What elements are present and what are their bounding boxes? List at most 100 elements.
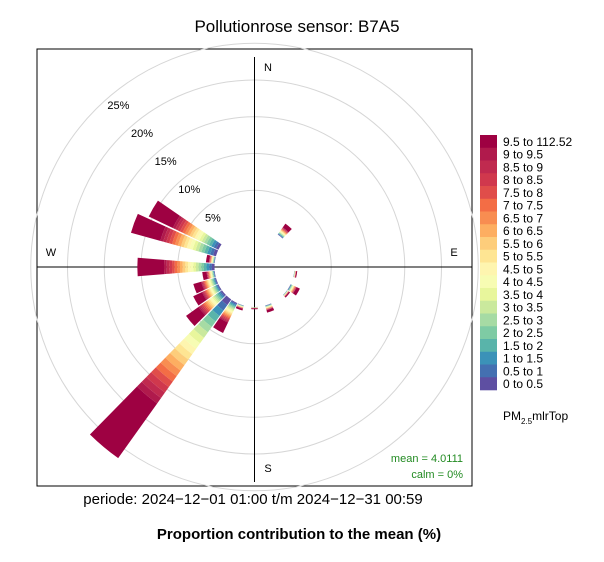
legend-label: 4 to 4.5 bbox=[503, 275, 543, 289]
rose-segment bbox=[226, 307, 234, 313]
rose-segment bbox=[214, 294, 221, 302]
rose-segment bbox=[289, 285, 294, 292]
rose-segment bbox=[151, 367, 173, 388]
rose-segment bbox=[219, 316, 229, 323]
rose-segment bbox=[217, 284, 222, 291]
rose-segment bbox=[293, 270, 296, 278]
rose-segment bbox=[266, 307, 275, 313]
rose-segment bbox=[283, 290, 289, 296]
legend-swatch bbox=[480, 186, 497, 200]
rose-segment bbox=[266, 306, 273, 310]
rose-segment bbox=[209, 279, 213, 287]
rose-segment bbox=[212, 286, 217, 294]
rose-segment bbox=[283, 290, 288, 296]
rose-segment bbox=[201, 244, 208, 254]
rose-segment bbox=[177, 234, 185, 247]
rose-segment bbox=[236, 306, 243, 309]
rose-segment bbox=[211, 271, 214, 278]
rose-segment bbox=[211, 263, 215, 271]
legend-swatch bbox=[480, 326, 497, 340]
rose-segment bbox=[213, 317, 228, 333]
rose-segment bbox=[208, 299, 216, 307]
rose-segment bbox=[212, 296, 219, 304]
rose-segment bbox=[216, 292, 223, 300]
rose-segment bbox=[215, 293, 222, 301]
legend-swatch bbox=[480, 377, 497, 391]
legend-label: 6 to 6.5 bbox=[503, 224, 543, 238]
rose-segment bbox=[284, 291, 290, 297]
rose-segment bbox=[196, 230, 204, 241]
rose-segment bbox=[284, 291, 291, 298]
rose-segment bbox=[288, 284, 292, 291]
rose-segment bbox=[294, 271, 297, 278]
rose-segment bbox=[236, 305, 244, 308]
rose-segment bbox=[210, 255, 213, 263]
compass-west: W bbox=[46, 247, 57, 259]
rose-segment bbox=[294, 270, 296, 278]
rose-segment bbox=[227, 305, 235, 311]
rose-segment bbox=[166, 260, 170, 274]
legend-swatch bbox=[480, 262, 497, 276]
rose-segment bbox=[163, 227, 172, 243]
ring-label: 25% bbox=[107, 100, 129, 112]
rose-segment bbox=[174, 232, 183, 246]
rose-segment bbox=[235, 306, 243, 311]
rose-segment bbox=[198, 306, 207, 316]
rose-segment bbox=[212, 278, 216, 285]
ring-label: 15% bbox=[155, 156, 177, 168]
rose-segment bbox=[282, 227, 289, 233]
ring-label: 20% bbox=[131, 128, 153, 140]
rose-segment bbox=[206, 289, 212, 298]
rose-segment bbox=[220, 315, 229, 322]
rose-segment bbox=[209, 255, 212, 263]
rose-segment bbox=[160, 357, 181, 377]
rose-segment bbox=[179, 220, 189, 233]
rose-segment bbox=[199, 305, 208, 315]
rose-segment bbox=[294, 270, 296, 278]
rose-segment bbox=[265, 303, 272, 306]
rose-segment bbox=[265, 304, 272, 307]
rose-segment bbox=[210, 297, 218, 305]
rose-segment bbox=[277, 234, 283, 239]
rose-segment bbox=[210, 271, 213, 279]
rose-segment bbox=[198, 319, 212, 333]
rose-segment bbox=[207, 271, 210, 279]
rose-segment bbox=[283, 290, 289, 297]
rose-segment bbox=[172, 215, 183, 230]
rose-segment bbox=[183, 236, 191, 249]
legend-label: 8 to 8.5 bbox=[503, 173, 543, 187]
rose-segment bbox=[288, 284, 293, 291]
rose-segment bbox=[175, 217, 185, 231]
rose-segment bbox=[279, 231, 286, 237]
legend-swatch bbox=[480, 313, 497, 327]
rose-segment bbox=[266, 307, 273, 310]
rose-segment bbox=[284, 291, 289, 297]
legend-swatch bbox=[480, 339, 497, 353]
rose-segment bbox=[212, 271, 215, 278]
rose-segment bbox=[214, 285, 219, 293]
rose-segment bbox=[204, 290, 210, 299]
rose-segment bbox=[205, 280, 209, 289]
rose-segment bbox=[205, 290, 211, 298]
rose-segment bbox=[211, 287, 216, 295]
rose-segment bbox=[281, 228, 288, 234]
rose-segment bbox=[208, 279, 213, 287]
rose-segment bbox=[210, 271, 213, 278]
rose-segment bbox=[203, 235, 211, 245]
rose-segment bbox=[237, 303, 244, 306]
legend-swatch bbox=[480, 160, 497, 174]
rose-segment bbox=[207, 289, 213, 297]
rose-segment bbox=[210, 287, 216, 295]
rose-segment bbox=[213, 278, 217, 285]
rose-segment bbox=[210, 247, 216, 256]
rose-segment bbox=[202, 291, 209, 300]
rose-segment bbox=[211, 239, 218, 248]
rose-segment bbox=[204, 280, 208, 289]
rose-segment bbox=[171, 231, 180, 245]
rose-segment bbox=[293, 270, 295, 278]
rose-segment bbox=[284, 291, 289, 297]
rose-segment bbox=[220, 290, 226, 297]
legend-swatch bbox=[480, 211, 497, 225]
rose-segment bbox=[207, 271, 210, 279]
